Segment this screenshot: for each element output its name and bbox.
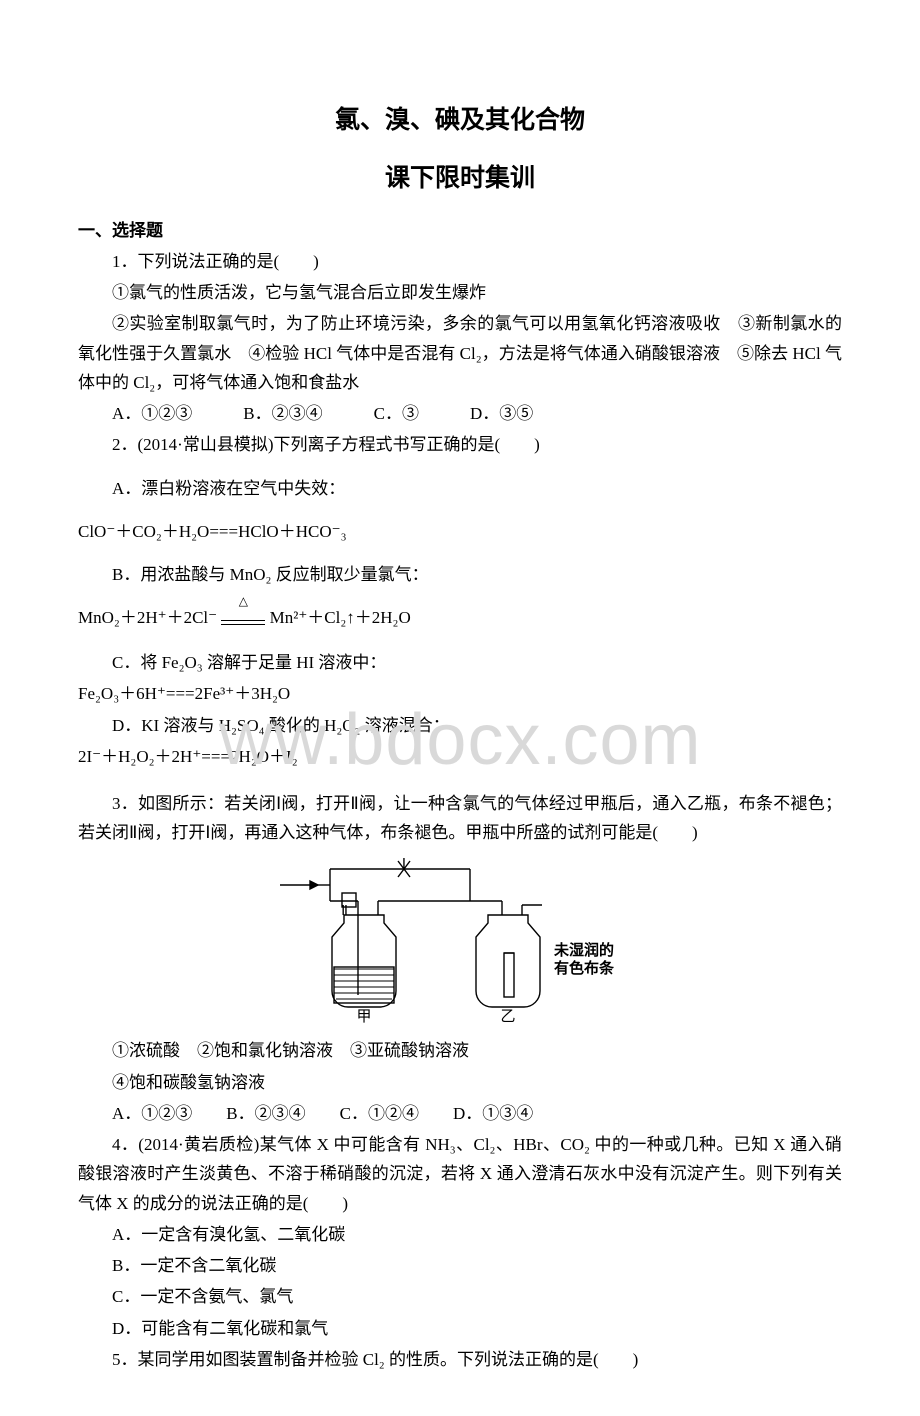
q1-stem: 1．下列说法正确的是( ) [78, 247, 842, 276]
q4-stem: 4．(2014·黄岩质检)某气体 X 中可能含有 NH₃、Cl₂、HBr、CO₂… [78, 1130, 842, 1218]
q4-optD: D．可能含有二氧化碳和氯气 [78, 1314, 842, 1343]
apparatus-diagram-icon: Ⅰ Ⅱ 甲 乙 未湿润的 有色布条 [270, 855, 650, 1025]
q5-stem: 5．某同学用如图装置制备并检验 Cl₂ 的性质。下列说法正确的是( ) [78, 1345, 842, 1374]
q2-beq-left: MnO₂＋2H⁺＋2Cl⁻ [78, 608, 217, 627]
q1-line2: ②实验室制取氯气时，为了防止环境污染，多余的氯气可以用氢氧化钙溶液吸收 ③新制氯… [78, 309, 842, 397]
q3-stem: 3．如图所示：若关闭Ⅰ阀，打开Ⅱ阀，让一种含氯气的气体经过甲瓶后，通入乙瓶，布条… [78, 789, 842, 847]
q1-line1: ①氯气的性质活泼，它与氢气混合后立即发生爆炸 [78, 278, 842, 307]
q2-optC: C．将 Fe₂O₃ 溶解于足量 HI 溶液中： [78, 648, 842, 677]
q4-optC: C．一定不含氨气、氯气 [78, 1282, 842, 1311]
q3-options: A．①②③ B．②③④ C．①②④ D．①③④ [78, 1099, 842, 1128]
svg-text:Ⅱ: Ⅱ [341, 904, 348, 919]
q2-optC-eq: Fe₂O₃＋6H⁺===2Fe³⁺＋3H₂O [78, 679, 842, 708]
svg-text:未湿润的: 未湿润的 [553, 941, 614, 959]
doc-title: 氯、溴、碘及其化合物 [78, 100, 842, 136]
q2-optA-eq: ClO⁻＋CO₂＋H₂O===HClO＋HCO⁻₃ [78, 517, 842, 546]
q2-optD: D．KI 溶液与 H₂SO₄ 酸化的 H₂O₂ 溶液混合： [78, 711, 842, 740]
q2-beq-right: Mn²⁺＋Cl₂↑＋2H₂O [270, 608, 411, 627]
q3-figure: Ⅰ Ⅱ 甲 乙 未湿润的 有色布条 [78, 855, 842, 1030]
q2-optD-eq: 2I⁻＋H₂O₂＋2H⁺===2H₂O＋I₂ [78, 742, 842, 771]
q1-options: A．①②③ B．②③④ C．③ D．③⑤ [78, 399, 842, 428]
q3-line2: ④饱和碳酸氢钠溶液 [78, 1068, 842, 1097]
svg-text:有色布条: 有色布条 [554, 959, 615, 977]
q2-optA: A．漂白粉溶液在空气中失效： [78, 474, 842, 503]
q2-optB: B．用浓盐酸与 MnO₂ 反应制取少量氯气： [78, 560, 842, 589]
svg-text:Ⅰ: Ⅰ [402, 857, 406, 872]
q4-optB: B．一定不含二氧化碳 [78, 1251, 842, 1280]
svg-text:乙: 乙 [500, 1009, 515, 1025]
svg-text:甲: 甲 [356, 1009, 371, 1025]
q4-optA: A．一定含有溴化氢、二氧化碳 [78, 1220, 842, 1249]
q2-stem: 2．(2014·常山县模拟)下列离子方程式书写正确的是( ) [78, 430, 842, 459]
doc-subtitle: 课下限时集训 [78, 158, 842, 194]
delta-equals-icon: △ [221, 605, 265, 634]
section-heading-1: 一、选择题 [78, 216, 842, 241]
q2-optB-eq: MnO₂＋2H⁺＋2Cl⁻ △ Mn²⁺＋Cl₂↑＋2H₂O [78, 603, 842, 634]
q3-line1: ①浓硫酸 ②饱和氯化钠溶液 ③亚硫酸钠溶液 [78, 1036, 842, 1065]
